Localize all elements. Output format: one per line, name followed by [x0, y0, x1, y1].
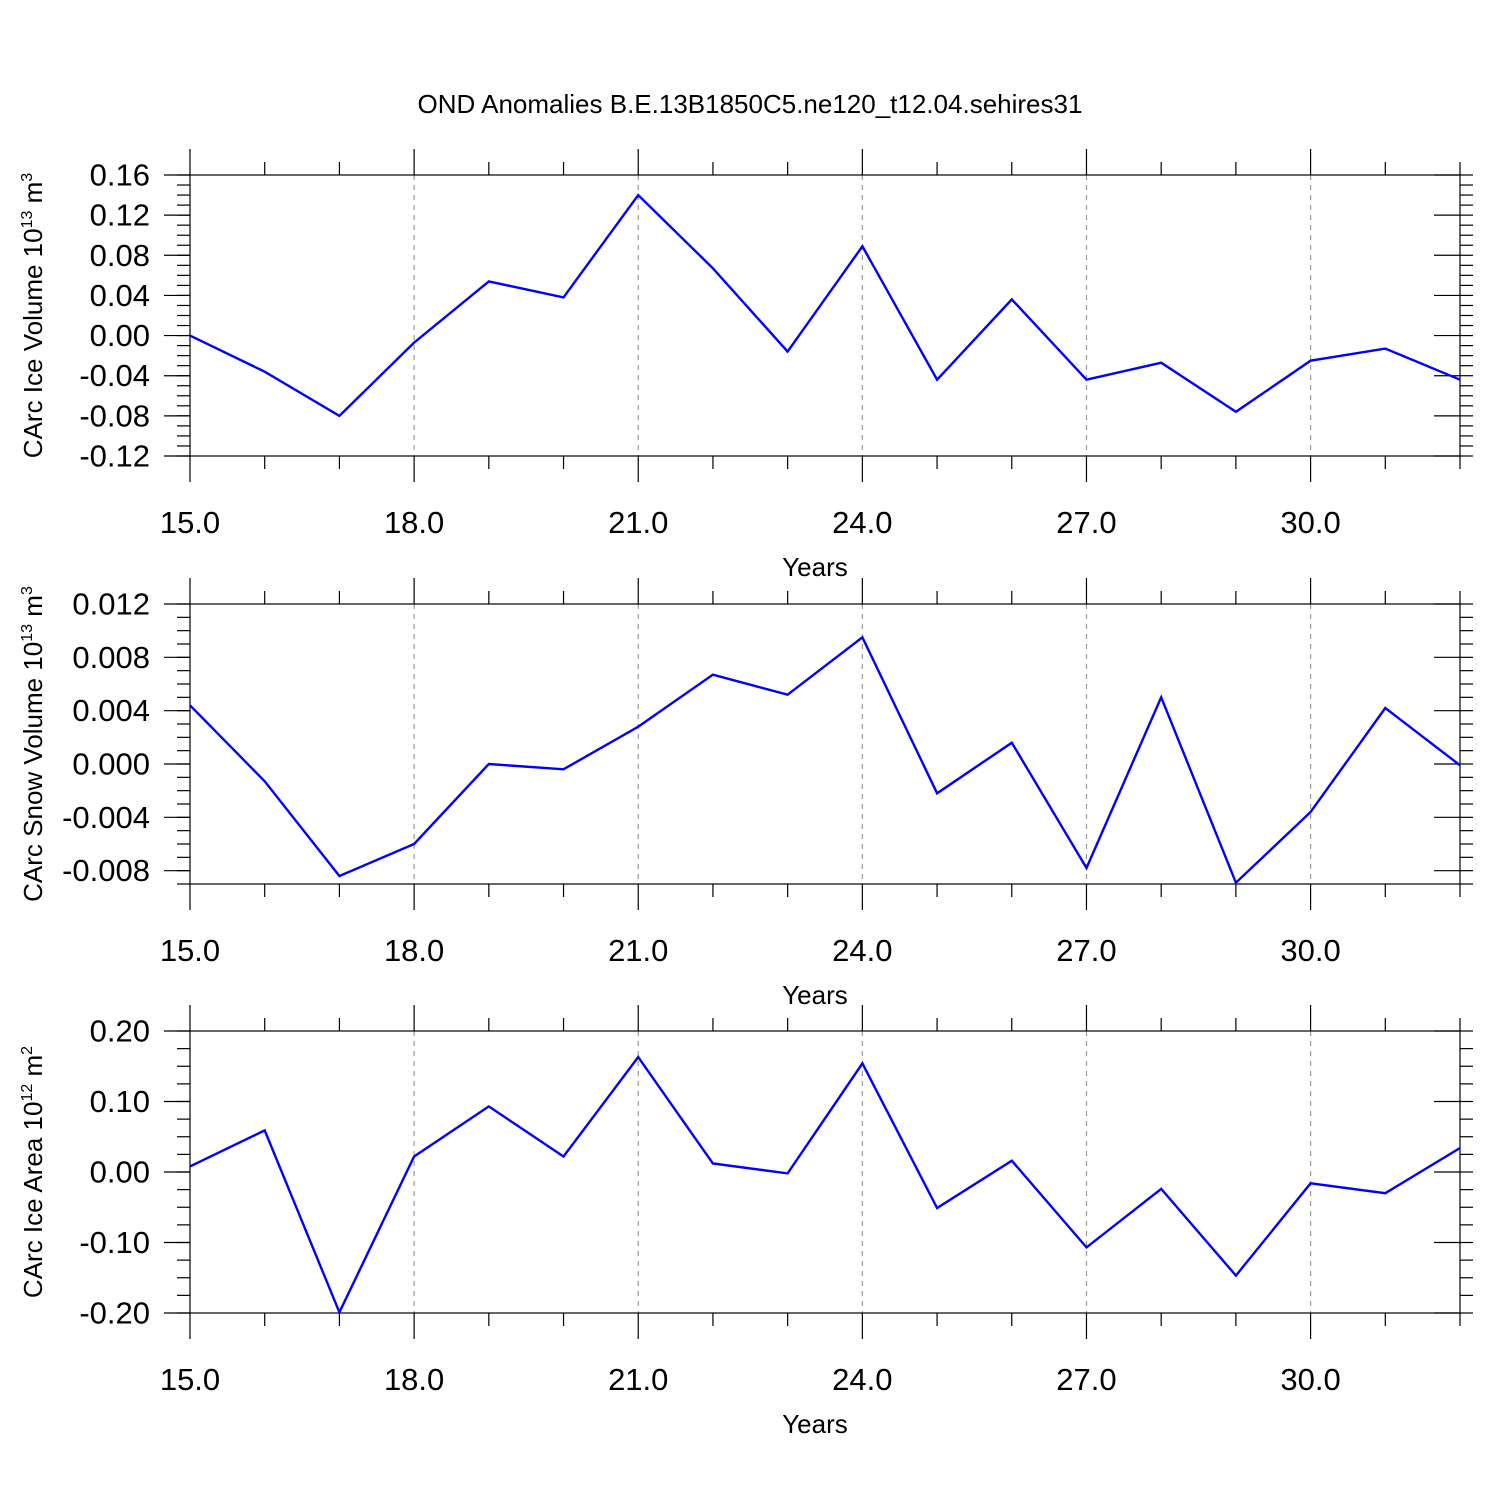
panel-1: 15.0 18.0 21.0 24.0 27.0 30.0 -0.12 -0.08 -0.04 0… [18, 149, 1473, 582]
y-tick-label: 0.00 [90, 318, 150, 353]
panels: 15.0 18.0 21.0 24.0 27.0 30.0 -0.12 -0.08 -0.04 0… [18, 149, 1473, 1439]
x-tick-label: 21.0 [608, 505, 668, 540]
series-line [189, 193, 1461, 418]
y-tick-label: -0.12 [79, 439, 150, 474]
y-tick-label: 0.000 [72, 747, 150, 782]
series-line [189, 635, 1461, 885]
plot-frame [189, 174, 1461, 457]
y-axis-title: CArc Ice Area 1012 m2 [18, 1046, 48, 1298]
y-axis-title: CArc Snow Volume 1013 m3 [18, 586, 48, 902]
x-tick-label: 18.0 [384, 505, 444, 540]
y-tick-label: 0.10 [90, 1084, 150, 1119]
x-tick-label: 15.0 [160, 505, 220, 540]
x-tick-label: 27.0 [1056, 933, 1116, 968]
y-tick-label: -0.10 [79, 1225, 150, 1260]
y-tick-label: 0.008 [72, 640, 150, 675]
x-tick-label: 15.0 [160, 933, 220, 968]
y-tick-label: 0.04 [90, 278, 150, 313]
x-tick-label: 18.0 [384, 1362, 444, 1397]
x-axis-title: Years [782, 552, 848, 582]
x-tick-label: 30.0 [1280, 505, 1340, 540]
series-line [189, 1055, 1461, 1316]
y-tick-label: 0.16 [90, 158, 150, 193]
x-tick-label: 24.0 [832, 933, 892, 968]
plot-frame [189, 1030, 1461, 1314]
y-tick-label: 0.004 [72, 693, 150, 728]
x-tick-label: 27.0 [1056, 1362, 1116, 1397]
y-tick-label: -0.04 [79, 358, 150, 393]
y-tick-label: -0.08 [79, 398, 150, 433]
x-tick-label: 18.0 [384, 933, 444, 968]
x-tick-label: 30.0 [1280, 1362, 1340, 1397]
y-tick-label: 0.20 [90, 1014, 150, 1049]
y-tick-label: -0.008 [62, 853, 150, 888]
chart-title: OND Anomalies B.E.13B1850C5.ne120_t12.04… [418, 89, 1083, 119]
y-tick-label: -0.20 [79, 1296, 150, 1331]
y-tick-label: 0.00 [90, 1155, 150, 1190]
y-axis-title: CArc Ice Volume 1013 m3 [18, 173, 48, 458]
x-tick-label: 27.0 [1056, 505, 1116, 540]
panel-2: 15.0 18.0 21.0 24.0 27.0 30.0 -0.008 -0.004 0.00… [18, 578, 1473, 1010]
x-tick-label: 30.0 [1280, 933, 1340, 968]
y-tick-label: -0.004 [62, 800, 150, 835]
x-axis-title: Years [782, 980, 848, 1010]
y-tick-label: 0.08 [90, 238, 150, 273]
plot-frame [189, 603, 1461, 885]
y-tick-label: 0.012 [72, 587, 150, 622]
x-tick-label: 24.0 [832, 1362, 892, 1397]
panel-3: 15.0 18.0 21.0 24.0 27.0 30.0 -0.20 -0.10 0.00 0.… [18, 1005, 1473, 1439]
x-tick-label: 21.0 [608, 1362, 668, 1397]
x-axis-title: Years [782, 1409, 848, 1439]
x-tick-label: 15.0 [160, 1362, 220, 1397]
y-tick-label: 0.12 [90, 198, 150, 233]
x-tick-label: 24.0 [832, 505, 892, 540]
x-tick-label: 21.0 [608, 933, 668, 968]
